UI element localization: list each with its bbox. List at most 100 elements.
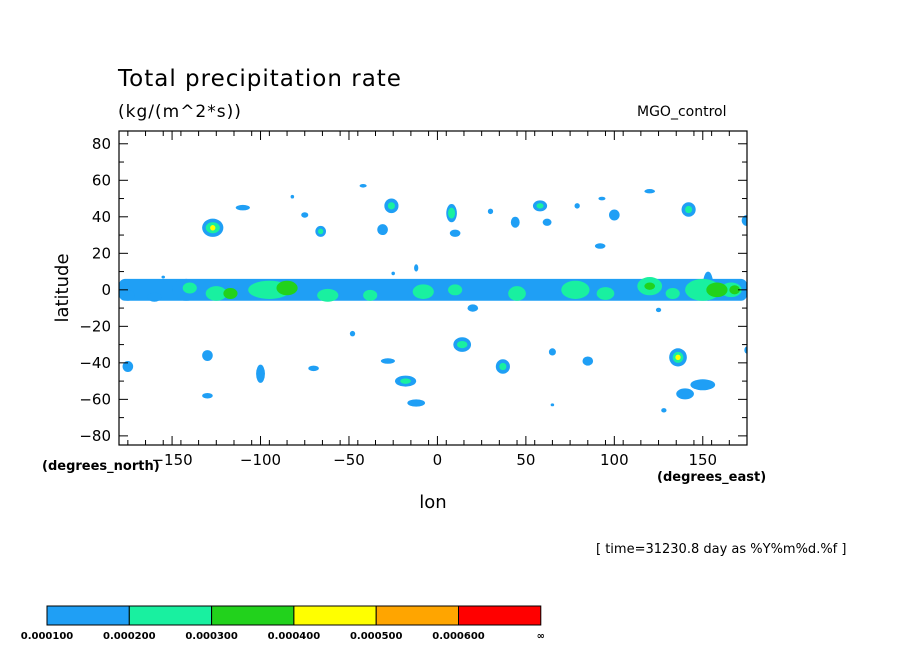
colorbar-swatch <box>375 605 460 626</box>
y-tick-label: −60 <box>79 390 111 408</box>
precip-contour <box>456 340 468 349</box>
precip-contour <box>349 330 356 337</box>
precip-contour <box>363 289 378 301</box>
precip-contour <box>448 207 456 219</box>
precip-contour <box>147 292 162 302</box>
precip-contour <box>744 346 747 354</box>
y-axis-unit: (degrees_north) <box>42 459 160 474</box>
axis-ticks: −150 −100 −50 0 50 100 150 80 60 40 20 0 −20 −40 −60 −8… <box>79 131 748 469</box>
precip-contour <box>596 287 615 300</box>
precip-contour <box>582 356 594 366</box>
y-tick-label: −40 <box>79 354 111 372</box>
precip-contour <box>487 208 494 215</box>
precip-contour <box>467 304 479 312</box>
precip-contour <box>120 289 135 301</box>
precip-contour <box>414 264 419 272</box>
precip-contour <box>644 189 656 194</box>
colorbar-label: 0.000500 <box>350 631 403 642</box>
precip-contour <box>317 288 339 302</box>
precip-contour <box>594 243 606 249</box>
precip-contour <box>665 288 680 299</box>
precip-contour <box>210 225 216 231</box>
colorbar-label: 0.000200 <box>103 631 156 642</box>
precip-contour <box>685 205 693 214</box>
precip-contour <box>205 286 227 301</box>
precip-contour <box>729 285 740 295</box>
precip-contour <box>706 282 728 298</box>
colorbar-label: 0.000600 <box>432 631 485 642</box>
colorbar-label: 0.000100 <box>21 631 74 642</box>
precip-contour <box>574 203 580 209</box>
x-tick-label: 0 <box>433 451 443 469</box>
precipitation-field <box>119 183 747 413</box>
precip-contour <box>598 196 606 201</box>
colorbar-swatch <box>293 605 377 626</box>
precip-contour <box>676 388 694 400</box>
precip-contour <box>655 307 662 313</box>
precip-contour <box>499 362 507 371</box>
colorbar-swatch <box>46 605 130 626</box>
precip-contour <box>675 354 681 361</box>
x-tick-label: 100 <box>600 451 629 469</box>
precip-contour <box>510 216 520 228</box>
y-tick-label: 0 <box>101 281 111 299</box>
precip-contour <box>661 408 667 413</box>
precip-contour <box>276 280 298 296</box>
colorbar-swatch <box>458 605 542 626</box>
precip-contour <box>536 203 544 209</box>
precip-contour <box>644 282 656 290</box>
x-tick-label: −150 <box>151 451 192 469</box>
y-tick-label: 60 <box>92 171 111 189</box>
precip-contour <box>380 358 395 364</box>
precip-contour <box>548 348 556 356</box>
precip-contour <box>182 282 197 294</box>
precip-contour <box>377 224 388 236</box>
precip-contour <box>301 212 309 218</box>
precip-contour <box>359 183 367 188</box>
chart-title: Total precipitation rate <box>118 66 402 92</box>
precip-contour <box>290 194 295 199</box>
y-tick-label: −20 <box>79 317 111 335</box>
precip-contour <box>202 392 213 399</box>
precip-contour <box>690 379 716 391</box>
precip-contour <box>508 286 526 301</box>
chart-units: (kg/(m^2*s)) <box>118 102 242 122</box>
y-tick-label: 80 <box>92 135 111 153</box>
precip-contour <box>122 361 134 372</box>
x-tick-label: −50 <box>333 451 365 469</box>
colorbar-swatch <box>211 605 295 626</box>
x-tick-label: −100 <box>240 451 281 469</box>
y-tick-label: 20 <box>92 244 111 262</box>
y-tick-label: −80 <box>79 427 111 445</box>
precip-contour <box>223 288 238 299</box>
precip-contour <box>448 284 463 296</box>
colorbar-swatch <box>128 605 213 626</box>
y-axis-title: latitude <box>52 253 73 322</box>
precip-contour <box>318 228 324 235</box>
colorbar-label: 0.000400 <box>268 631 321 642</box>
precip-contour <box>561 280 590 299</box>
x-axis-unit: (degrees_east) <box>657 470 767 485</box>
x-tick-label: 50 <box>516 451 535 469</box>
precip-contour <box>400 378 411 384</box>
precip-contour <box>235 204 250 211</box>
colorbar: 0.000100 0.000200 0.000300 0.000400 0.000500… <box>21 605 545 642</box>
run-label: MGO_control <box>637 104 727 120</box>
colorbar-label: 0.000300 <box>185 631 238 642</box>
precip-contour <box>407 399 426 407</box>
plot-frame <box>118 130 748 446</box>
precip-contour <box>609 209 620 221</box>
precip-contour <box>161 275 165 279</box>
precip-contour <box>412 284 434 299</box>
precip-contour <box>256 364 265 383</box>
precip-contour <box>550 403 555 407</box>
precip-contour <box>741 214 747 226</box>
x-axis-title: lon <box>419 492 446 513</box>
y-tick-label: 40 <box>92 208 111 226</box>
precip-contour <box>391 271 395 276</box>
precip-contour <box>449 229 461 237</box>
precip-contour <box>387 202 395 210</box>
precip-contour <box>308 365 319 372</box>
colorbar-label: ∞ <box>537 631 545 642</box>
